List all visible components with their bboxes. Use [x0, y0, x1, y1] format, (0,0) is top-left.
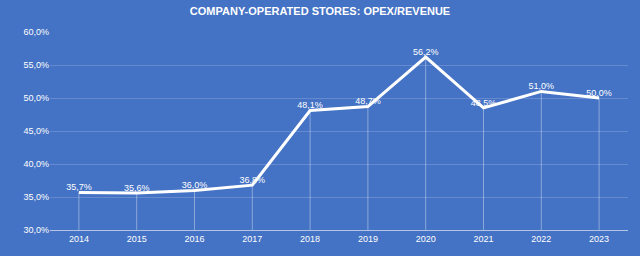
svg-text:48,5%: 48,5%	[471, 98, 497, 108]
svg-text:36,8%: 36,8%	[240, 175, 266, 185]
svg-text:2017: 2017	[242, 234, 262, 244]
svg-text:2014: 2014	[69, 234, 89, 244]
svg-text:30,0%: 30,0%	[23, 225, 49, 235]
svg-text:2022: 2022	[531, 234, 551, 244]
svg-text:55,0%: 55,0%	[23, 60, 49, 70]
svg-text:35,7%: 35,7%	[66, 182, 92, 192]
svg-text:2023: 2023	[589, 234, 609, 244]
svg-text:2018: 2018	[300, 234, 320, 244]
svg-text:50,0%: 50,0%	[23, 93, 49, 103]
svg-text:56,2%: 56,2%	[413, 47, 439, 57]
svg-text:2016: 2016	[184, 234, 204, 244]
svg-text:51,0%: 51,0%	[529, 81, 555, 91]
svg-text:2021: 2021	[473, 234, 493, 244]
svg-text:2019: 2019	[358, 234, 378, 244]
svg-text:35,0%: 35,0%	[23, 192, 49, 202]
svg-text:35,6%: 35,6%	[124, 183, 150, 193]
svg-text:2015: 2015	[127, 234, 147, 244]
svg-text:COMPANY-OPERATED STORES: OPEX/: COMPANY-OPERATED STORES: OPEX/REVENUE	[190, 5, 450, 17]
svg-text:48,1%: 48,1%	[297, 100, 323, 110]
svg-text:2020: 2020	[416, 234, 436, 244]
svg-text:45,0%: 45,0%	[23, 126, 49, 136]
svg-text:36,0%: 36,0%	[182, 180, 208, 190]
svg-text:60,0%: 60,0%	[23, 27, 49, 37]
svg-text:48,7%: 48,7%	[355, 96, 381, 106]
svg-text:50,0%: 50,0%	[586, 88, 612, 98]
svg-text:40,0%: 40,0%	[23, 159, 49, 169]
